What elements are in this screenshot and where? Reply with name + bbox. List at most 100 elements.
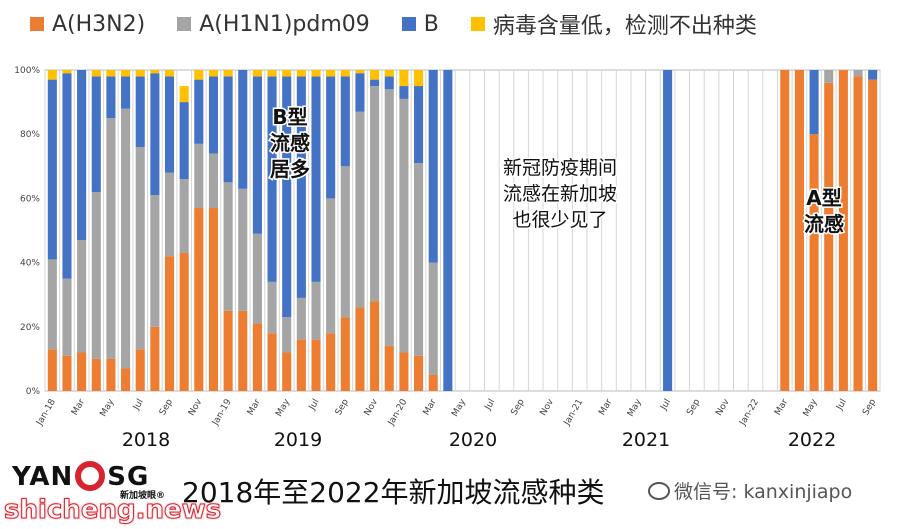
bar-segment-h1n1 [91,191,101,359]
bar-segment-undetermined [399,70,409,87]
x-tick-label: May [99,397,117,419]
bar-segment-h3n2 [194,208,204,391]
bar-segment-h3n2 [106,358,116,391]
bar-segment-h3n2 [179,252,189,391]
bar-segment-undetermined [135,70,145,77]
year-label: 2020 [449,429,497,451]
bar-segment-h1n1 [252,233,262,324]
bar-segment-undetermined [370,70,380,80]
bar-segment-b [194,79,204,144]
y-tick-label: 0% [26,387,41,397]
x-tick-label: Nov [539,397,557,418]
bar-segment-h3n2 [311,339,321,391]
bar-segment-undetermined [121,70,131,77]
bar-segment-h1n1 [106,118,116,359]
bar-segment-h3n2 [428,374,438,391]
bar-segment-h1n1 [340,166,350,318]
wechat-text: 微信号: kanxinjiapo [674,481,853,503]
bar-segment-h1n1 [824,70,834,83]
chart-legend: A(H3N2) A(H1N1)pdm09 B 病毒含量低，检测不出种类 [30,8,757,40]
x-tick-label: Sep [158,397,175,417]
bar-segment-h3n2 [370,301,380,391]
annotation-a-type: 流感 [804,212,844,236]
bar-segment-b [326,76,336,199]
x-tick-label: Jul [131,398,146,413]
bar-segment-h1n1 [62,278,72,356]
bar-segment-undetermined [311,70,321,77]
bar-segment-b [164,76,175,173]
x-tick-label: Jul [483,398,498,413]
bar-segment-undetermined [267,70,277,77]
annotation-b-majority: 居多 [270,157,310,181]
annotation-covid-period: 流感在新加坡 [503,183,617,205]
bar-segment-h3n2 [326,333,336,391]
x-tick-label: Sep [510,397,527,417]
bar-segment-b [179,102,189,180]
y-tick-label: 40% [20,259,40,269]
bar-segment-b [311,76,321,282]
annotation-covid-period: 新冠防疫期间 [503,157,617,179]
legend-label-undetermined: 病毒含量低，检测不出种类 [492,14,757,39]
yansg-logo: YAN SG [12,461,149,492]
x-tick-label: Jan-19 [210,397,234,428]
logo-text-left: YAN [12,462,74,492]
logo-ring-icon [75,461,106,491]
bar-segment-b [223,76,233,183]
footer: YAN SG 新加坡眼® shicheng.news 2018年至2022年新加坡… [0,455,903,529]
chart-caption: 2018年至2022年新加坡流感种类 [182,476,605,509]
bar-segment-undetermined [252,70,262,77]
bar-segment-h3n2 [838,70,848,391]
bar-segment-h3n2 [340,317,350,391]
bar-segment-h1n1 [853,70,863,77]
bar-segment-undetermined [62,70,72,74]
legend-swatch-b [401,17,416,31]
bar-segment-b [340,76,350,167]
year-label: 2022 [788,429,836,451]
x-tick-label: Jul [659,398,674,413]
x-tick-label: Jan-21 [562,398,585,429]
legend-item-b: B [401,12,439,37]
wechat-icon [648,481,670,500]
bar-segment-h1n1 [296,297,306,340]
bar-segment-h3n2 [780,70,790,391]
bar-segment-h1n1 [194,143,204,209]
bar-segment-h3n2 [47,349,57,391]
bar-segment-h1n1 [384,89,394,347]
bar-segment-h3n2 [384,346,394,391]
y-tick-label: 60% [20,194,40,204]
bar-segment-h3n2 [150,326,160,391]
legend-label-h1n1: A(H1N1)pdm09 [199,11,370,37]
bar-segment-b [208,76,219,154]
bar-segment-h1n1 [77,240,87,353]
x-tick-label: Mar [70,397,87,417]
bar-segment-undetermined [91,70,101,77]
bar-segment-h1n1 [164,172,175,257]
bar-segment-h3n2 [824,82,834,391]
bar-segment-b [62,73,72,279]
bar-segment-h3n2 [809,134,819,391]
bar-segment-h3n2 [414,355,424,391]
legend-item-h1n1: A(H1N1)pdm09 [177,12,370,37]
bar-segment-b [282,76,292,318]
logo-subtitle: 新加坡眼® [120,491,166,501]
bar-segment-h1n1 [238,188,248,311]
bar-segment-h1n1 [121,108,131,369]
bar-segment-h1n1 [326,198,336,334]
y-tick-label: 80% [20,130,40,140]
bar-segment-h1n1 [179,179,189,253]
bar-segment-b [663,70,673,391]
x-tick-label: Jul [307,398,322,413]
bar-segment-b [47,79,57,260]
site-watermark: shicheng.news [3,495,222,526]
bar-segment-b [296,76,306,298]
x-tick-label: May [626,397,644,419]
bar-segment-undetermined [223,70,233,77]
bar-segment-h3n2 [121,368,131,391]
bar-segment-h1n1 [414,163,424,356]
bar-segment-undetermined [355,70,365,74]
bar-segment-h1n1 [223,182,233,311]
legend-swatch-h3n2 [30,17,44,31]
bar-segment-b [384,76,394,90]
bar-segment-b [91,76,101,192]
bar-segment-b [399,86,409,99]
